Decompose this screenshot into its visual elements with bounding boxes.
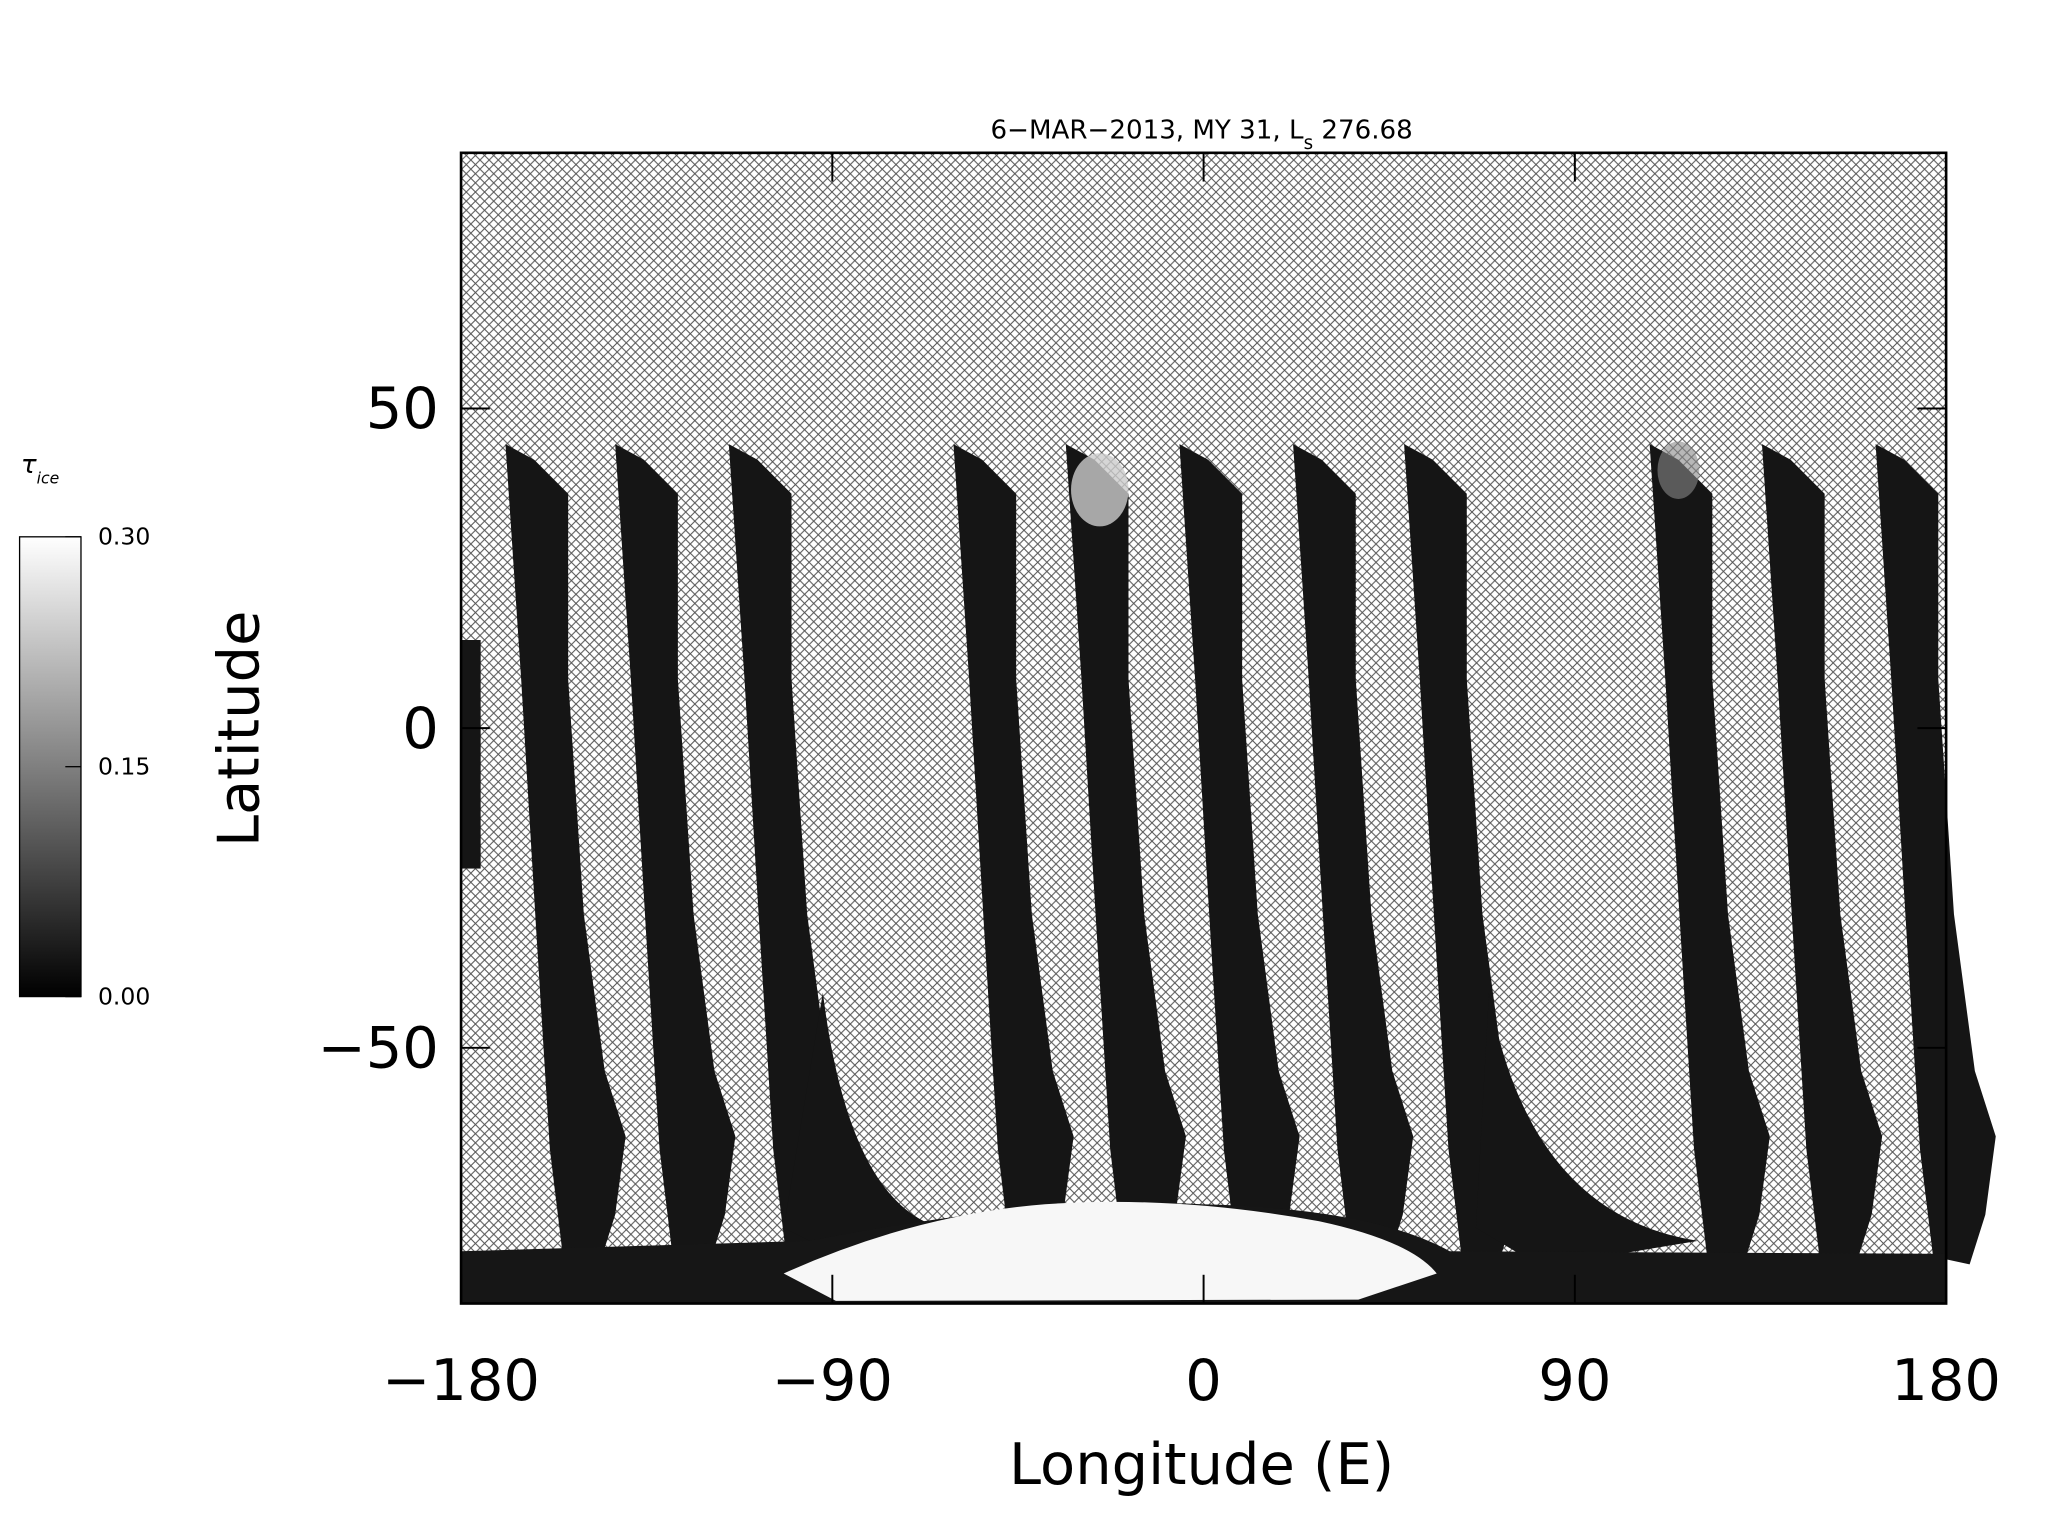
- x-axis-label: Longitude (E): [1009, 1431, 1394, 1498]
- x-tick-label: 180: [1891, 1347, 2001, 1414]
- x-tick-label: −180: [382, 1347, 540, 1414]
- title-subscript: s: [1304, 133, 1314, 154]
- colorbar-symbol: τ: [21, 450, 37, 480]
- y-tick-label: −50: [318, 1014, 439, 1081]
- colorbar-tick-label: 0.30: [98, 523, 150, 551]
- colorbar-tick-label: 0.00: [98, 982, 150, 1010]
- title-main: 6−MAR−2013, MY 31, L: [990, 115, 1304, 145]
- y-axis-label: Latitude: [206, 611, 273, 847]
- chart-title: 6−MAR−2013, MY 31, Ls 276.68: [990, 115, 1412, 153]
- colorbar-label: τice: [21, 450, 59, 487]
- x-tick-label: 90: [1538, 1347, 1611, 1414]
- y-tick-label: 50: [366, 375, 439, 442]
- title-value: 276.68: [1313, 115, 1413, 145]
- plot-image: [461, 152, 1996, 1304]
- colorbar-tick-label: 0.15: [98, 753, 150, 781]
- colorbar-subscript: ice: [37, 468, 60, 487]
- x-tick-label: 0: [1185, 1347, 1222, 1414]
- x-tick-label: −90: [772, 1347, 893, 1414]
- y-tick-label: 0: [402, 695, 439, 762]
